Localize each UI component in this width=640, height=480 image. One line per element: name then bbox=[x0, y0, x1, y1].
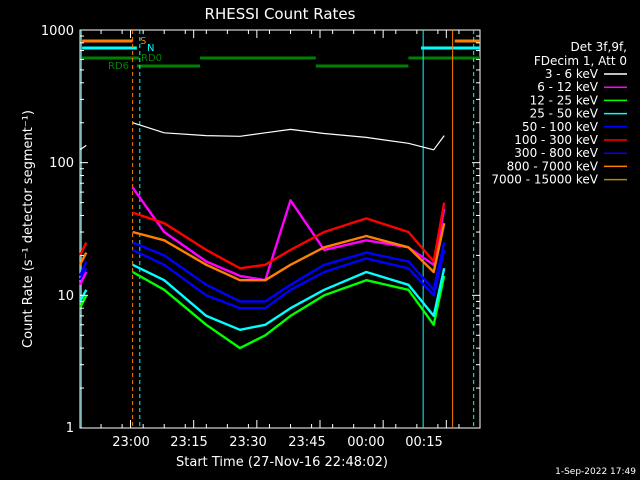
plot-frame bbox=[79, 29, 481, 429]
series-line bbox=[79, 144, 87, 151]
flag-label: RD0 bbox=[141, 53, 162, 64]
series-line bbox=[132, 202, 446, 270]
flag-label: N bbox=[147, 43, 154, 54]
series-line bbox=[131, 186, 446, 282]
legend-label: 12 - 25 keV bbox=[530, 93, 599, 107]
series-line bbox=[132, 263, 446, 331]
x-tick-label-2315: 23:15 bbox=[170, 435, 207, 450]
footer-date: 1-Sep-2022 17:49 bbox=[555, 467, 636, 477]
y-tick-label-1000: 1000 bbox=[41, 24, 74, 39]
series-line bbox=[78, 267, 88, 281]
flag-label: S bbox=[140, 36, 146, 47]
legend-label: 25 - 50 keV bbox=[530, 107, 599, 121]
legend-header-line-2: FDecim 1, Att 0 bbox=[534, 54, 627, 68]
series-line bbox=[78, 241, 88, 256]
legend-label: 6 - 12 keV bbox=[537, 80, 599, 94]
legend-label: 800 - 7000 keV bbox=[507, 159, 599, 173]
legend-label: 300 - 800 keV bbox=[514, 146, 598, 160]
series-line bbox=[132, 270, 446, 350]
chart-title: RHESSI Count Rates bbox=[205, 5, 356, 23]
x-tick-label-2300: 23:00 bbox=[112, 435, 149, 450]
x-tick-label-0015: 00:15 bbox=[405, 435, 442, 450]
series-line bbox=[132, 122, 445, 151]
y-tick-label-1: 1 bbox=[66, 421, 74, 436]
series-line bbox=[132, 248, 446, 310]
y-axis-label: Count Rate (s⁻¹ detector segment⁻¹) bbox=[21, 110, 36, 348]
x-axis-label: Start Time (27-Nov-16 22:48:02) bbox=[176, 455, 388, 470]
legend-label: 7000 - 15000 keV bbox=[491, 173, 598, 187]
legend-label: 3 - 6 keV bbox=[545, 67, 599, 81]
tick-layer bbox=[79, 30, 481, 429]
series-line bbox=[132, 241, 446, 303]
y-tick-label-10: 10 bbox=[57, 289, 74, 304]
series-line bbox=[78, 261, 88, 277]
series-line bbox=[78, 271, 88, 286]
series-line bbox=[78, 252, 88, 266]
x-tick-label-2345: 23:45 bbox=[288, 435, 325, 450]
series-line bbox=[132, 222, 446, 282]
flag-label: RD6 bbox=[108, 61, 129, 72]
y-tick-label-100: 100 bbox=[49, 156, 74, 171]
legend-header-line-1: Det 3f,9f, bbox=[571, 40, 628, 54]
legend-label: 100 - 300 keV bbox=[514, 133, 598, 147]
x-tick-label-0000: 00:00 bbox=[347, 435, 384, 450]
x-tick-label-2330: 23:30 bbox=[229, 435, 266, 450]
legend-label: 50 - 100 keV bbox=[522, 120, 599, 134]
